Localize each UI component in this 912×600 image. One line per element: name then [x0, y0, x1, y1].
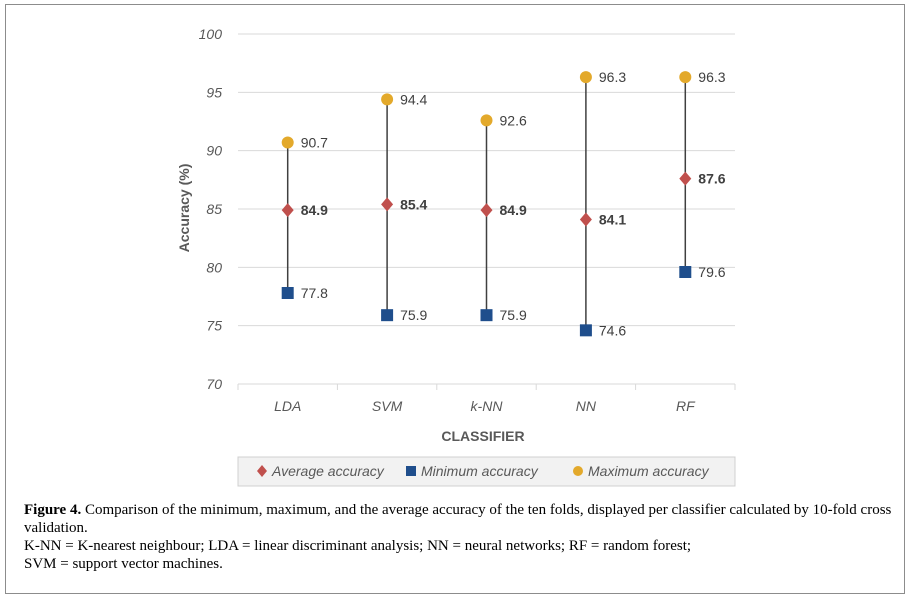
max-marker	[281, 136, 294, 149]
x-tick-label: SVM	[372, 398, 403, 414]
average-value-label: 84.9	[301, 202, 328, 218]
legend-marker-max	[573, 466, 583, 476]
average-value-label: 85.4	[400, 196, 427, 212]
legend-label-max: Maximum accuracy	[588, 463, 710, 479]
legend-label-min: Minimum accuracy	[421, 463, 539, 479]
legend-marker-average	[257, 465, 267, 477]
value-labels: 84.9 85.4 84.9 84.1 87.6 77.8 75.9 75.9 74.6 79.6…	[301, 69, 726, 338]
y-tick-label: 100	[199, 26, 223, 42]
x-tick-label: LDA	[274, 398, 301, 414]
caption-abbreviations-2: SVM = support vector machines.	[24, 556, 223, 572]
average-marker	[679, 171, 692, 186]
max-value-label: 90.7	[301, 135, 328, 151]
y-tick-label: 85	[206, 201, 222, 217]
min-marker	[679, 266, 692, 278]
caption-label: Figure 4.	[24, 502, 82, 518]
x-tick-label: k-NN	[471, 398, 504, 414]
y-tick-label: 80	[206, 259, 222, 275]
y-tick-label: 70	[206, 376, 222, 392]
grid-layer: 70 75 80 85 90 95 100 LDA SVM k-NN NN RF	[199, 26, 736, 414]
figure-caption: Figure 4. Comparison of the minimum, max…	[24, 501, 894, 573]
min-value-label: 75.9	[500, 307, 527, 323]
min-value-label: 77.8	[301, 285, 328, 301]
average-marker	[281, 203, 294, 218]
caption-text: Comparison of the minimum, maximum, and …	[24, 502, 892, 536]
y-axis-label: Accuracy (%)	[176, 164, 192, 253]
figure-frame	[5, 4, 905, 594]
x-axis-label: CLASSIFIER	[441, 428, 524, 444]
x-tick-label: NN	[576, 398, 597, 414]
max-value-label: 92.6	[500, 112, 527, 128]
caption-main: Figure 4. Comparison of the minimum, max…	[24, 501, 894, 537]
max-value-label: 96.3	[698, 69, 725, 85]
y-tick-label: 90	[206, 143, 222, 159]
x-tick-label: RF	[676, 398, 696, 414]
legend: Average accuracy Minimum accuracy Maximum …	[237, 456, 736, 487]
legend-label-average: Average accuracy	[271, 463, 385, 479]
min-value-label: 75.9	[400, 307, 427, 323]
max-marker	[381, 93, 394, 106]
min-marker	[381, 309, 394, 322]
min-marker	[480, 309, 493, 322]
min-marker	[579, 324, 592, 337]
max-value-label: 96.3	[599, 69, 626, 85]
max-marker	[480, 114, 493, 127]
average-value-label: 84.1	[599, 212, 626, 228]
average-marker	[480, 203, 493, 218]
legend-box	[237, 456, 736, 487]
min-marker	[281, 287, 294, 299]
min-value-label: 79.6	[698, 264, 725, 280]
legend-marker-min	[406, 466, 416, 476]
max-marker	[679, 71, 692, 84]
y-tick-label: 75	[206, 318, 222, 334]
average-value-label: 84.9	[500, 202, 527, 218]
average-value-label: 87.6	[698, 171, 725, 187]
average-marker	[579, 212, 592, 227]
max-value-label: 94.4	[400, 91, 427, 107]
markers	[281, 71, 692, 337]
caption-abbreviations-1: K-NN = K-nearest neighbour; LDA = linear…	[24, 538, 692, 554]
average-marker	[381, 197, 394, 212]
min-value-label: 74.6	[599, 322, 626, 338]
y-tick-label: 95	[206, 84, 222, 100]
max-marker	[579, 71, 592, 84]
